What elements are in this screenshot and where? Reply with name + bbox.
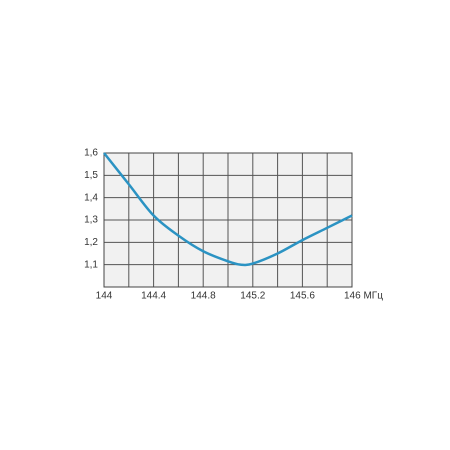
x-tick-label: 146 МГц	[344, 291, 383, 302]
y-tick-label: 1,4	[84, 192, 98, 203]
x-tick-label: 144.4	[141, 291, 166, 302]
x-tick-label: 144.8	[191, 291, 216, 302]
y-tick-label: 1,1	[84, 259, 98, 270]
x-tick-label: 145.2	[240, 291, 265, 302]
x-tick-label: 144	[96, 291, 113, 302]
y-tick-label: 1,5	[84, 170, 98, 181]
y-tick-label: 1,6	[84, 148, 98, 159]
y-tick-label: 1,2	[84, 237, 98, 248]
y-tick-label: 1,3	[84, 215, 98, 226]
x-tick-label: 145.6	[290, 291, 315, 302]
swr-line	[103, 152, 353, 267]
plot-frame	[103, 152, 353, 288]
